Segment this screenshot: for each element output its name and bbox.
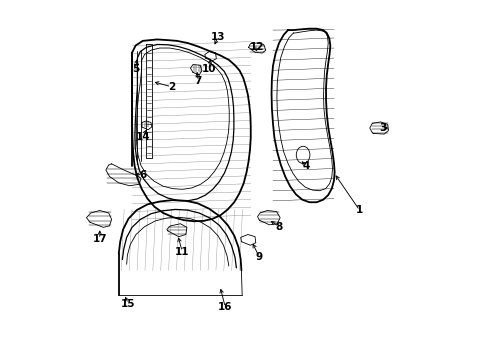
Text: 4: 4 [302,161,310,171]
Text: 17: 17 [93,234,107,244]
Text: 13: 13 [211,32,225,41]
Text: 15: 15 [121,299,136,309]
Text: 16: 16 [218,302,233,312]
Text: 1: 1 [356,206,364,216]
Text: 14: 14 [135,132,150,142]
Text: 8: 8 [275,222,283,231]
Text: 7: 7 [195,76,202,86]
Text: 9: 9 [256,252,263,262]
Text: 11: 11 [175,247,190,257]
Text: 5: 5 [132,64,139,74]
Text: 6: 6 [139,170,147,180]
Text: 3: 3 [379,123,387,133]
Text: 10: 10 [202,64,217,74]
Text: 2: 2 [168,82,175,92]
Text: 12: 12 [250,42,265,52]
